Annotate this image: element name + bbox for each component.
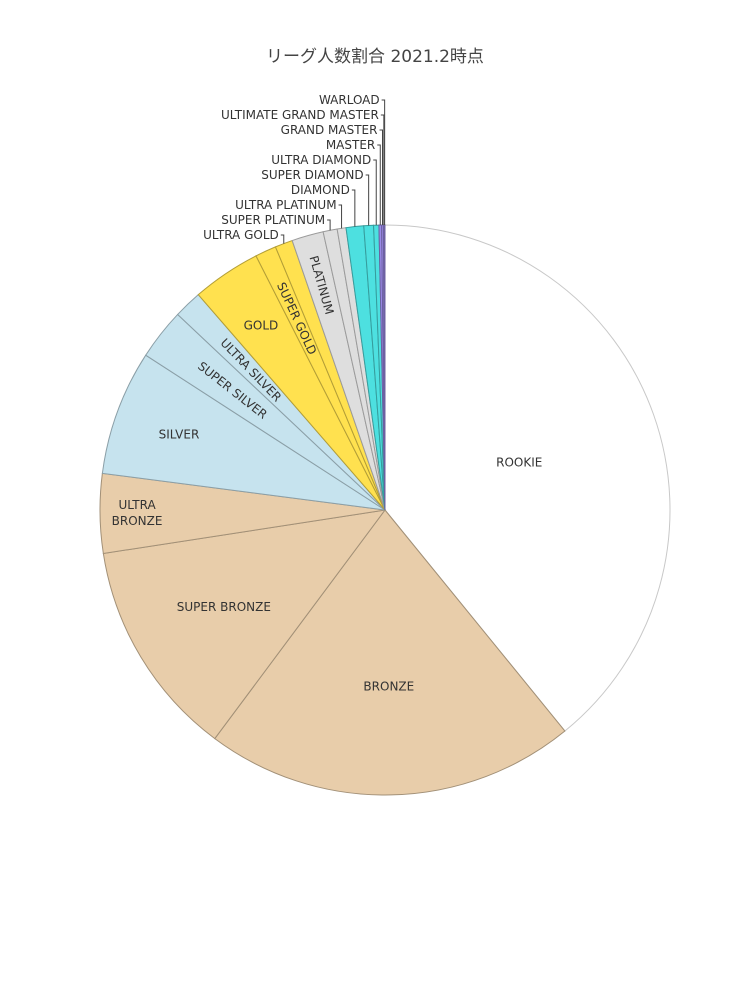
slice-label-diamond: DIAMOND — [291, 183, 350, 197]
leader-super-platinum — [327, 219, 331, 231]
slice-label-ultra-diamond: ULTRA DIAMOND — [271, 153, 371, 167]
slice-label-silver: SILVER — [159, 427, 200, 441]
slice-label-master: MASTER — [326, 138, 375, 152]
slice-label-rookie: ROOKIE — [496, 455, 542, 469]
leader-ultimate-grand-master — [380, 114, 385, 226]
slice-silver[interactable] — [101, 354, 386, 511]
slice-label-super-bronze: SUPER BRONZE — [177, 600, 271, 614]
slice-label-warload: WARLOAD — [319, 93, 380, 107]
slice-label-ultra-platinum: ULTRA PLATINUM — [235, 198, 336, 212]
slice-super-bronze[interactable] — [102, 509, 387, 740]
slice-bronze[interactable] — [214, 509, 566, 796]
slice-label-grand-master: GRAND MASTER — [281, 123, 378, 137]
pie-slices — [99, 224, 671, 796]
slice-rookie[interactable] — [384, 224, 671, 732]
slice-label-ultra-gold: ULTRA GOLD — [203, 228, 279, 242]
slice-label-gold: GOLD — [244, 319, 279, 333]
slice-label-ultra-bronze: ULTRA BRONZE — [112, 498, 163, 528]
leader-diamond — [351, 189, 356, 227]
leader-super-diamond — [365, 174, 370, 226]
leader-ultra-diamond — [373, 159, 377, 226]
slice-label-ultimate-grand-master: ULTIMATE GRAND MASTER — [221, 108, 379, 122]
leader-ultra-gold — [280, 234, 285, 244]
leader-grand-master — [379, 129, 383, 226]
leader-warload — [381, 99, 386, 225]
leader-ultra-platinum — [338, 204, 343, 229]
slice-label-super-diamond: SUPER DIAMOND — [261, 168, 363, 182]
slice-label-bronze: BRONZE — [363, 680, 414, 694]
leader-master — [377, 144, 381, 226]
chart-title: リーグ人数割合 2021.2時点 — [266, 47, 484, 67]
slice-label-super-platinum: SUPER PLATINUM — [221, 213, 325, 227]
leader-lines — [280, 99, 386, 244]
slice-labels: ROOKIE BRONZE SUPER BRONZE ULTRA BRONZE SILVE… — [112, 93, 543, 694]
